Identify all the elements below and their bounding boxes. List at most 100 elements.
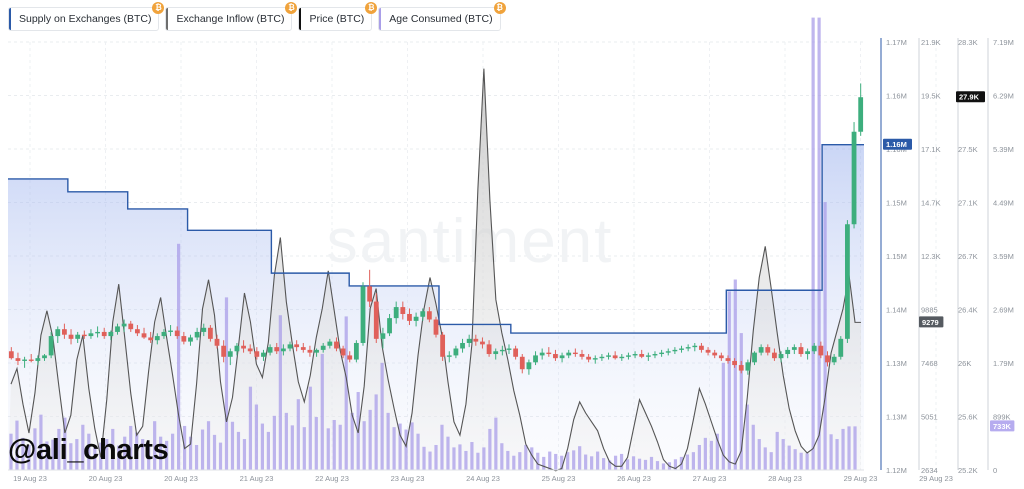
price-candle [592, 358, 598, 360]
price-candle [75, 334, 81, 339]
age-consumed-bar [548, 451, 552, 470]
legend-swatch [9, 8, 11, 30]
inflow-area [8, 68, 862, 471]
age-consumed-bar [482, 447, 486, 470]
price-candle [785, 349, 791, 355]
age-consumed-bar [697, 444, 701, 470]
price-candle [393, 307, 399, 319]
age-consumed-bar [129, 425, 133, 470]
age-consumed-bar [410, 422, 414, 470]
age-consumed-bar [159, 436, 163, 470]
legend-swatch [379, 8, 382, 30]
age-consumed-bar [751, 424, 755, 470]
y-tick-label: 1.14M [886, 306, 907, 315]
price-candle [148, 337, 154, 341]
price-candle [154, 336, 160, 341]
price-candle [241, 345, 246, 349]
price-candle [174, 330, 180, 337]
price-candle [320, 345, 326, 350]
price-candle [168, 330, 173, 332]
age-consumed-bar [278, 315, 282, 470]
age-consumed-bar [350, 412, 354, 470]
y-tick-label: 1.13M [886, 359, 907, 368]
price-candle [732, 360, 738, 366]
y-tick-label: 6.29M [993, 92, 1014, 101]
age-consumed-bar [787, 445, 791, 470]
price-candle [227, 351, 233, 357]
price-candle [300, 347, 306, 350]
price-candle [81, 334, 87, 337]
price-candle [307, 349, 313, 353]
price-candle [115, 326, 120, 332]
price-candle [360, 286, 366, 343]
y-tick-label: 27.1K [958, 199, 978, 208]
price-candle [287, 344, 293, 349]
legend-item[interactable]: Price (BTC) ₿ [298, 2, 378, 31]
age-consumed-bar [194, 444, 199, 470]
age-consumed-bar [338, 424, 342, 470]
price-candle [586, 356, 592, 360]
age-consumed-bar [518, 452, 522, 470]
x-tick-label: 22 Aug 23 [315, 474, 349, 483]
price-candle [533, 355, 538, 363]
age-consumed-bar [404, 429, 408, 470]
price-candle [606, 355, 611, 357]
age-consumed-bar [799, 452, 803, 470]
legend-item[interactable]: Age Consumed (BTC) ₿ [378, 2, 506, 31]
legend-item[interactable]: Supply on Exchanges (BTC) ₿ [8, 2, 165, 31]
legend-item[interactable]: Exchange Inflow (BTC) ₿ [165, 2, 298, 31]
age-consumed-bar [206, 421, 211, 470]
age-consumed-bar [386, 412, 390, 470]
price-candle [141, 333, 147, 338]
price-candle [851, 131, 857, 225]
price-candle [493, 351, 499, 355]
price-candle [101, 331, 107, 337]
age-consumed-bar [530, 447, 534, 470]
age-consumed-bar [578, 446, 582, 470]
x-tick-label: 20 Aug 23 [164, 474, 198, 483]
age-consumed-bar [847, 426, 851, 470]
age-consumed-bar [248, 386, 253, 470]
inflow-current-badge-bg [919, 316, 944, 328]
x-tick-label: 21 Aug 23 [240, 474, 274, 483]
price-candle [599, 356, 605, 359]
age-consumed-bar [15, 420, 19, 470]
x-tick-label: 20 Aug 23 [89, 474, 123, 483]
price-candle [161, 331, 167, 337]
price-candle [778, 354, 784, 359]
age-consumed-bar [422, 446, 426, 470]
age-consumed-bar [117, 445, 121, 470]
age-consumed-bar [554, 453, 558, 470]
price-candle [692, 345, 698, 348]
age-consumed-bar [793, 449, 797, 470]
price-candle [672, 349, 678, 352]
age-consumed-bar [254, 404, 259, 470]
price-candle [818, 345, 824, 356]
age-consumed-bar [661, 463, 666, 470]
age-consumed-bar [308, 386, 312, 470]
price-candle [340, 348, 346, 356]
y-tick-label: 2634 [921, 466, 938, 475]
price-candle [294, 344, 300, 348]
price-candle [659, 352, 665, 355]
age-consumed-bar [171, 433, 175, 470]
inflow-current-badge: 9279 [922, 318, 939, 327]
watermark: santiment [327, 207, 614, 276]
age-consumed-bar [75, 439, 79, 470]
age-consumed-bar [326, 428, 330, 470]
age-consumed-bar [332, 419, 336, 470]
age-consumed-bar [63, 417, 67, 470]
age-consumed-bar [542, 456, 546, 470]
price-candle [314, 349, 319, 353]
bitcoin-icon: ₿ [285, 2, 298, 14]
price-candle [387, 318, 392, 334]
age-consumed-bar [416, 433, 420, 470]
price-candle [8, 351, 14, 359]
price-candle [745, 362, 751, 371]
age-consumed-bar [643, 459, 648, 470]
x-tick-label: 26 Aug 23 [617, 474, 651, 483]
age-consumed-bar [374, 394, 378, 470]
y-tick-label: 14.7K [921, 199, 941, 208]
age-consumed-bar [153, 421, 157, 470]
age-consumed-bar [715, 433, 719, 470]
